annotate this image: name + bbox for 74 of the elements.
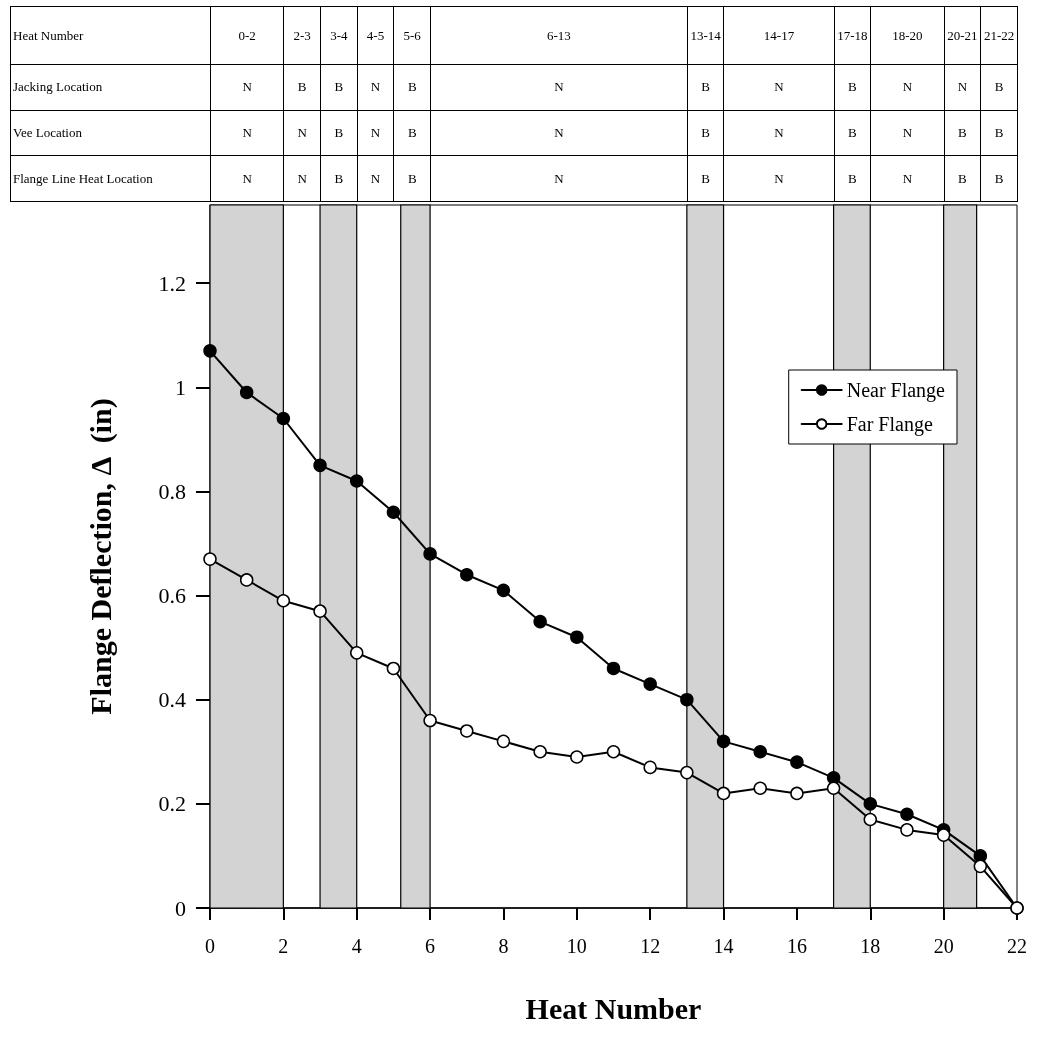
text: B — [994, 79, 1004, 95]
text: B — [701, 170, 710, 186]
text: N — [242, 79, 252, 95]
y-tick-label: 0.6 — [158, 583, 186, 609]
text: N — [554, 79, 564, 95]
x-tick-label: 6-13 — [430, 6, 688, 65]
text: N — [902, 79, 913, 95]
x-tick-label: 6 — [425, 935, 436, 957]
x-tick-label: 13-14 — [687, 6, 724, 65]
y-tick-label: 0.8 — [158, 478, 186, 504]
text: N — [242, 124, 252, 140]
x-tick-label: 3-4 — [320, 6, 358, 65]
x-tick-label: 0-2 — [210, 6, 284, 65]
x-tick-label: 8 — [498, 935, 509, 957]
text: B — [334, 79, 344, 95]
x-tick-label: 12 — [640, 935, 661, 957]
y-tick-label: Vee Location — [10, 110, 211, 156]
text: B — [994, 124, 1004, 140]
y-tick-label: 0.4 — [158, 687, 186, 713]
x-tick-label: 5-6 — [393, 6, 431, 65]
x-axis-title: Heat Number — [10, 6, 211, 65]
text: B — [701, 79, 710, 95]
text: N — [554, 124, 564, 140]
x-tick-label: 17-18 — [834, 6, 871, 65]
text: N — [370, 124, 381, 140]
y-axis-title: Flange Deflection, Δ (in) — [83, 398, 118, 715]
text: B — [407, 79, 417, 95]
legend-label: Far Flange — [846, 413, 933, 436]
x-tick-label: 14-17 — [723, 6, 835, 65]
x-tick-label: 4-5 — [357, 6, 394, 65]
y-tick-label: 0 — [175, 895, 186, 921]
text: N — [297, 124, 307, 140]
x-tick-label: 20 — [933, 935, 954, 957]
text: N — [902, 124, 913, 140]
x-tick-label: 21-22 — [980, 6, 1018, 65]
text: N — [957, 79, 968, 95]
text: B — [994, 170, 1004, 186]
x-tick-label: 18-20 — [870, 6, 945, 65]
text: N — [774, 170, 784, 186]
text: N — [242, 170, 252, 186]
y-tick-label: 1.2 — [158, 270, 186, 296]
text: B — [297, 79, 307, 95]
x-tick-label: 2-3 — [283, 6, 321, 65]
x-tick-label: 18 — [860, 935, 881, 957]
text: B — [407, 124, 417, 140]
text: N — [297, 170, 307, 186]
text: B — [848, 79, 857, 95]
text: B — [701, 124, 710, 140]
text: B — [848, 124, 857, 140]
x-axis-title: Heat Number — [525, 991, 702, 1025]
text: B — [958, 170, 967, 186]
text: N — [554, 170, 564, 186]
y-tick-label: 1 — [175, 374, 186, 400]
x-tick-label: 2 — [278, 935, 289, 957]
text: N — [774, 79, 784, 95]
x-tick-label: 10 — [566, 935, 587, 957]
legend-label: Near Flange — [846, 379, 946, 402]
x-tick-label: 4 — [351, 935, 362, 957]
x-tick-label: 14 — [713, 935, 734, 957]
text: N — [370, 170, 381, 186]
text: B — [958, 124, 967, 140]
x-tick-label: 22 — [1007, 935, 1027, 957]
y-tick-label: 0.2 — [158, 791, 186, 817]
text: N — [902, 170, 913, 186]
y-tick-label: Jacking Location — [10, 64, 211, 111]
text: B — [334, 170, 344, 186]
y-tick-label: Flange Line Heat Location — [10, 155, 211, 202]
text: N — [774, 124, 784, 140]
text: B — [407, 170, 417, 186]
x-tick-label: 20-21 — [944, 6, 981, 65]
text: B — [334, 124, 344, 140]
text: N — [370, 79, 381, 95]
x-tick-label: 16 — [786, 935, 807, 957]
text: B — [848, 170, 857, 186]
